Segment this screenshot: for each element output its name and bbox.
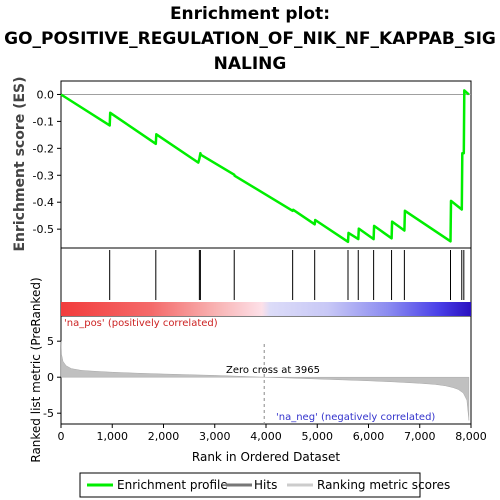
es-ytick-label: -0.3: [33, 169, 54, 182]
legend-hits-label: Hits: [254, 478, 277, 492]
xtick-label: 6,000: [353, 430, 385, 443]
title-line-3: NALING: [213, 54, 287, 74]
legend-enrichment-label: Enrichment profile: [117, 478, 228, 492]
es-ytick-label: -0.2: [33, 142, 54, 155]
es-ytick-label: -0.1: [33, 115, 54, 128]
metric-y-label: Ranked list metric (PreRanked): [29, 277, 43, 462]
es-panel-frame: [60, 80, 472, 249]
metric-group: [60, 341, 470, 424]
pos-correlated-label: 'na_pos' (positively correlated): [64, 318, 218, 329]
rank-color-bar: [61, 302, 471, 316]
title-line-2: GO_POSITIVE_REGULATION_OF_NIK_NF_KAPPAB_…: [4, 29, 496, 49]
title-line-1: Enrichment plot:: [169, 4, 331, 24]
xtick-label: 8,000: [455, 430, 487, 443]
xtick-label: 1,000: [97, 430, 129, 443]
neg-correlated-label: 'na_neg' (negatively correlated): [276, 412, 435, 423]
xtick-label: 7,000: [404, 430, 436, 443]
es-y-label: Enrichment score (ES): [12, 76, 28, 251]
x-axis-label: Rank in Ordered Dataset: [192, 450, 340, 464]
metric-axes: 5 0 -5 0 1,000 2,000 3,000 4,000 5,000 6,000 7,000…: [43, 335, 487, 443]
legend-metric-label: Ranking metric scores: [317, 478, 450, 492]
hits-group: [109, 250, 465, 300]
enrichment-line: [60, 89, 470, 244]
xtick-label: 5,000: [302, 430, 334, 443]
xtick-label: 0: [58, 430, 65, 443]
metric-ytick-label: -5: [43, 407, 54, 420]
xtick-label: 3,000: [199, 430, 231, 443]
chart-title: Enrichment plot: GO_POSITIVE_REGULATION_…: [0, 2, 500, 77]
metric-ytick-label: 5: [47, 335, 54, 348]
legend: Enrichment profile Hits Ranking metric s…: [79, 472, 450, 498]
xtick-label: 4,000: [250, 430, 282, 443]
es-ytick-label: -0.4: [33, 196, 54, 209]
es-y-axis: 0.0 -0.1 -0.2 -0.3 -0.4 -0.5: [33, 88, 61, 236]
es-line-group: [60, 89, 470, 244]
xtick-label: 2,000: [148, 430, 180, 443]
metric-ytick-label: 0: [47, 371, 54, 384]
es-ytick-label: -0.5: [33, 223, 54, 236]
metric-area: [60, 341, 470, 421]
es-ytick-label: 0.0: [37, 88, 55, 101]
zero-cross-label: Zero cross at 3965: [226, 365, 320, 376]
